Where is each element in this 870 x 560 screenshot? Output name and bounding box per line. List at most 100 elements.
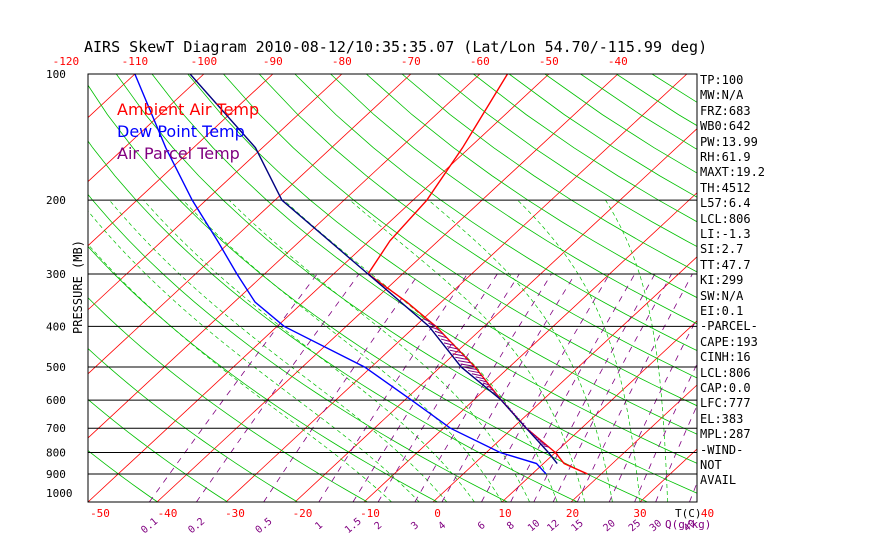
cape-hatch (446, 346, 458, 350)
isotherm-line (847, 74, 870, 502)
dry-adiabat-line (473, 74, 697, 223)
isotherm-line (778, 74, 870, 502)
cape-hatch (464, 366, 478, 370)
stat-line: NOT (700, 458, 722, 472)
legend-ambient-air-temp: Ambient Air Temp (117, 100, 260, 119)
pressure-tick-label: 500 (46, 361, 66, 374)
cape-hatch (479, 379, 487, 383)
bottom-temp-tick-label: 30 (633, 507, 646, 520)
mixing-ratio-line (510, 273, 636, 502)
mixing-ratio-line (481, 273, 610, 502)
bottom-temp-tick-label: -40 (158, 507, 178, 520)
isotherm-line (225, 74, 688, 502)
legend-air-parcel-temp: Air Parcel Temp (117, 144, 240, 163)
cape-hatch (486, 385, 492, 389)
isotherm-line (88, 74, 274, 247)
dry-adiabat-line (330, 74, 697, 325)
top-temp-tick-label: -60 (470, 55, 490, 68)
chart-title: AIRS SkewT Diagram 2010-08-12/10:35:35.0… (84, 38, 707, 56)
isotherm-line (88, 74, 343, 311)
stat-line: WB0:642 (700, 119, 751, 134)
top-temp-tick-label: -40 (608, 55, 628, 68)
stat-line: SI:2.7 (700, 242, 744, 257)
cape-hatch (428, 322, 436, 327)
cape-hatch (493, 391, 497, 395)
moist-adiabat-line (88, 210, 420, 502)
stat-line: CINH:16 (700, 350, 751, 365)
cape-hatch (431, 326, 440, 331)
isotherm-line (88, 74, 136, 119)
cape-hatch (455, 356, 468, 361)
bottom-temp-tick-label: 0 (434, 507, 441, 520)
dry-adiabat-line (508, 74, 697, 198)
stat-line: KI:299 (700, 273, 744, 288)
stat-line: TP:100 (700, 73, 744, 87)
cape-hatch (537, 438, 542, 442)
isotherm-line (0, 74, 66, 502)
cape-hatch (452, 353, 465, 357)
mixing-ratio-line (352, 273, 498, 502)
stat-line: -PARCEL- (700, 319, 758, 334)
stat-line: CAPE:193 (700, 334, 758, 349)
cape-hatch (449, 349, 462, 354)
bottom-axis-unit: T(C) (675, 507, 702, 520)
pressure-tick-label: 300 (46, 268, 66, 281)
mixing-ratio-tick-label: 8 (505, 520, 517, 532)
cape-hatch (437, 334, 448, 339)
cape-hatch (457, 360, 472, 364)
moist-adiabat-line (143, 199, 475, 502)
cape-hatch (489, 388, 495, 392)
moist-adiabat-line (182, 199, 503, 502)
cape-hatch (539, 441, 545, 444)
dry-adiabat-line (88, 348, 298, 502)
mixing-ratio-line (414, 273, 552, 502)
dry-adiabat-line (88, 450, 158, 502)
stat-line: LI:-1.3 (700, 227, 751, 241)
mixing-ratio-tick-label: 15 (570, 518, 586, 534)
top-temp-tick-label: -120 (53, 55, 80, 68)
isotherm-line (432, 256, 697, 502)
top-temp-tick-label: -80 (332, 55, 352, 68)
stat-line: CAP:0.0 (700, 381, 751, 395)
series-dew-point-temp (134, 74, 547, 475)
pressure-tick-label: 200 (46, 194, 66, 207)
stat-line: PW:13.99 (700, 134, 758, 149)
dry-adiabat-line (0, 74, 18, 502)
isotherm-line (570, 384, 697, 502)
pressure-tick-label: 900 (46, 468, 66, 481)
moist-adiabat-line (517, 199, 641, 502)
stat-line: -WIND- (700, 442, 744, 457)
dry-adiabat-line (366, 74, 697, 299)
dry-adiabat-line (88, 398, 228, 502)
cape-hatch (460, 363, 475, 367)
dry-adiabat-line (88, 297, 368, 502)
dry-adiabat-line (223, 74, 697, 407)
mixing-ratio-line (552, 273, 672, 502)
moist-adiabat-line (109, 199, 448, 502)
cape-hatch (496, 394, 499, 397)
pressure-tick-label: 600 (46, 394, 66, 407)
y-axis-label: PRESSURE (MB) (71, 240, 85, 334)
mixing-ratio-tick-label: 1 (313, 520, 325, 532)
top-temp-tick-label: -90 (263, 55, 283, 68)
cape-hatch (467, 370, 480, 374)
isotherm-line (363, 192, 697, 502)
stat-line: EI:0.1 (700, 304, 744, 318)
mixing-ratio-tick-label: 0.5 (254, 516, 275, 536)
mixing-ratio-line (533, 273, 656, 502)
mixing-ratio-line (149, 273, 318, 502)
stat-line: LCL:806 (700, 365, 751, 380)
cape-hatch (543, 445, 550, 448)
mixing-ratio-tick-label: 3 (409, 520, 421, 532)
stat-line: AVAIL (700, 473, 737, 488)
cape-hatch (443, 342, 455, 346)
stat-line: L57:6.4 (700, 196, 751, 211)
mixing-ratio-tick-label: 30 (648, 518, 664, 534)
top-temp-tick-label: -50 (539, 55, 559, 68)
stat-line: FRZ:683 (700, 103, 751, 118)
mixing-ratio-unit: Q(g/kg) (665, 518, 711, 531)
mixing-ratio-tick-label: 10 (526, 518, 542, 534)
mixing-ratio-tick-label: 0.2 (186, 516, 207, 536)
stat-line: LCL:806 (700, 211, 751, 226)
